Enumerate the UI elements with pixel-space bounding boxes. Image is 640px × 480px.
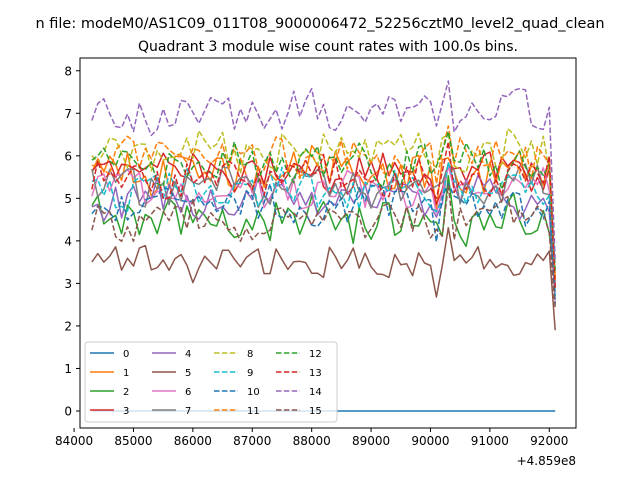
y-tick-label: 3	[64, 277, 72, 291]
x-tick-label: 84000	[55, 434, 93, 448]
chart-title: Quadrant 3 module wise count rates with …	[138, 39, 518, 55]
y-tick-label: 4	[64, 234, 72, 248]
series-line-4	[91, 162, 556, 301]
x-tick-label: 90000	[411, 434, 449, 448]
legend-label-14: 14	[309, 387, 322, 398]
x-tick-label: 92000	[530, 434, 568, 448]
y-tick-label: 7	[64, 107, 72, 121]
legend-label-15: 15	[309, 406, 322, 417]
series-line-10	[91, 182, 556, 305]
y-tick-label: 6	[64, 149, 72, 163]
legend-label-10: 10	[247, 387, 260, 398]
series-line-13	[91, 141, 556, 288]
x-tick-label: 87000	[233, 434, 271, 448]
legend-label-12: 12	[309, 349, 322, 360]
series-line-15	[91, 184, 556, 309]
legend-label-11: 11	[247, 406, 260, 417]
series-line-11	[91, 125, 556, 280]
series-layer	[91, 80, 556, 412]
y-tick-label: 8	[64, 64, 72, 78]
legend-label-2: 2	[123, 387, 129, 398]
plot-frame	[79, 57, 577, 429]
x-axis-offset-label: +4.859e8	[517, 454, 576, 468]
figure-suptitle: n file: modeM0/AS1C09_011T08_9000006472_…	[35, 16, 604, 32]
x-tick-label: 88000	[293, 434, 331, 448]
x-tick-label: 89000	[352, 434, 390, 448]
y-tick-label: 1	[64, 362, 72, 376]
y-axis: 0 1 2 3 4 5 6 7 8	[64, 64, 80, 418]
y-tick-label: 5	[64, 192, 72, 206]
legend-label-7: 7	[185, 406, 191, 417]
x-tick-label: 85000	[114, 434, 152, 448]
x-tick-label: 86000	[174, 434, 212, 448]
y-tick-label: 2	[64, 319, 72, 333]
legend-label-1: 1	[123, 368, 129, 379]
legend-label-5: 5	[185, 368, 191, 379]
legend-label-4: 4	[185, 349, 191, 360]
legend-label-9: 9	[247, 368, 253, 379]
legend-label-13: 13	[309, 368, 322, 379]
legend-label-3: 3	[123, 406, 129, 417]
legend-label-8: 8	[247, 349, 253, 360]
x-tick-label: 91000	[471, 434, 509, 448]
legend-frame	[84, 341, 338, 423]
series-line-14	[91, 80, 556, 263]
series-line-12	[91, 130, 556, 271]
series-line-2	[91, 175, 556, 284]
series-line-3	[91, 151, 556, 288]
series-line-5	[91, 226, 556, 331]
y-tick-label: 0	[64, 404, 72, 418]
series-line-8	[91, 127, 556, 275]
legend-label-6: 6	[185, 387, 191, 398]
series-line-9	[91, 161, 556, 297]
legend-label-0: 0	[123, 349, 129, 360]
x-axis: 84000 85000 86000 87000 88000 89000 90000 91000…	[55, 428, 568, 448]
